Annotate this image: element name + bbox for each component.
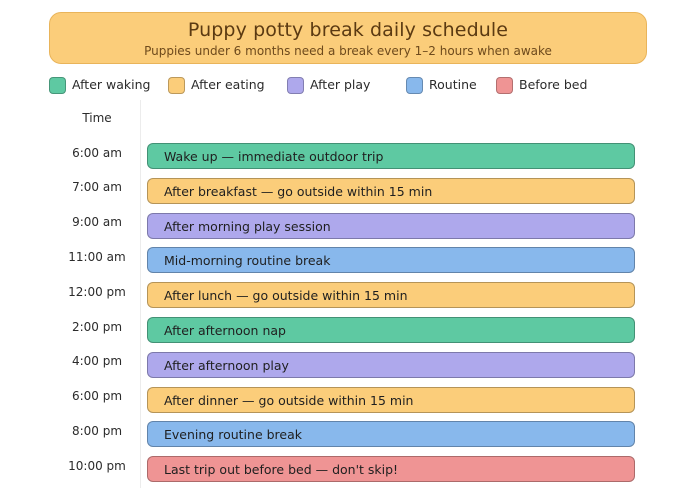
legend-swatch-routine bbox=[406, 77, 423, 94]
page-subtitle: Puppies under 6 months need a break ever… bbox=[144, 44, 552, 58]
event-label: Evening routine break bbox=[164, 427, 302, 442]
time-column-divider bbox=[140, 100, 141, 488]
event-bar: After breakfast — go outside within 15 m… bbox=[147, 178, 635, 204]
legend-swatch-after-eating bbox=[168, 77, 185, 94]
legend-swatch-before-bed bbox=[496, 77, 513, 94]
event-bar: After afternoon play bbox=[147, 352, 635, 378]
time-label: 4:00 pm bbox=[71, 354, 123, 368]
event-bar: After lunch — go outside within 15 min bbox=[147, 282, 635, 308]
page-title: Puppy potty break daily schedule bbox=[187, 19, 509, 41]
event-bar: Evening routine break bbox=[147, 421, 635, 447]
time-label: 11:00 am bbox=[68, 250, 126, 264]
legend-label: After eating bbox=[191, 77, 265, 92]
time-label: 9:00 am bbox=[72, 215, 122, 229]
time-label: 7:00 am bbox=[72, 180, 122, 194]
event-bar: After morning play session bbox=[147, 213, 635, 239]
legend-swatch-after-play bbox=[287, 77, 304, 94]
time-label: 2:00 pm bbox=[71, 320, 123, 334]
legend-label: Before bed bbox=[519, 77, 588, 92]
time-label: 10:00 pm bbox=[68, 459, 126, 473]
legend-label: Routine bbox=[429, 77, 477, 92]
event-bar: Wake up — immediate outdoor trip bbox=[147, 143, 635, 169]
event-bar: After afternoon nap bbox=[147, 317, 635, 343]
event-label: After morning play session bbox=[164, 219, 331, 234]
event-label: After dinner — go outside within 15 min bbox=[164, 393, 414, 408]
legend-swatch-after-waking bbox=[49, 77, 66, 94]
time-label: 6:00 am bbox=[72, 146, 122, 160]
event-label: Mid-morning routine break bbox=[164, 253, 331, 268]
event-label: Last trip out before bed — don't skip! bbox=[164, 462, 399, 477]
event-label: Wake up — immediate outdoor trip bbox=[164, 149, 384, 164]
time-label: 12:00 pm bbox=[68, 285, 126, 299]
event-label: After lunch — go outside within 15 min bbox=[164, 288, 408, 303]
event-label: After afternoon play bbox=[164, 358, 289, 373]
legend-label: After waking bbox=[72, 77, 151, 92]
legend: After waking After eating After play Rou… bbox=[0, 75, 693, 97]
event-bar: After dinner — go outside within 15 min bbox=[147, 387, 635, 413]
event-label: After breakfast — go outside within 15 m… bbox=[164, 184, 433, 199]
schedule-header: Puppy potty break daily schedule Puppies… bbox=[49, 12, 647, 64]
event-label: After afternoon nap bbox=[164, 323, 286, 338]
time-label: 8:00 pm bbox=[71, 424, 123, 438]
event-bar: Last trip out before bed — don't skip! bbox=[147, 456, 635, 482]
time-label: 6:00 pm bbox=[71, 389, 123, 403]
time-column-header: Time bbox=[82, 111, 112, 125]
legend-label: After play bbox=[310, 77, 371, 92]
event-bar: Mid-morning routine break bbox=[147, 247, 635, 273]
